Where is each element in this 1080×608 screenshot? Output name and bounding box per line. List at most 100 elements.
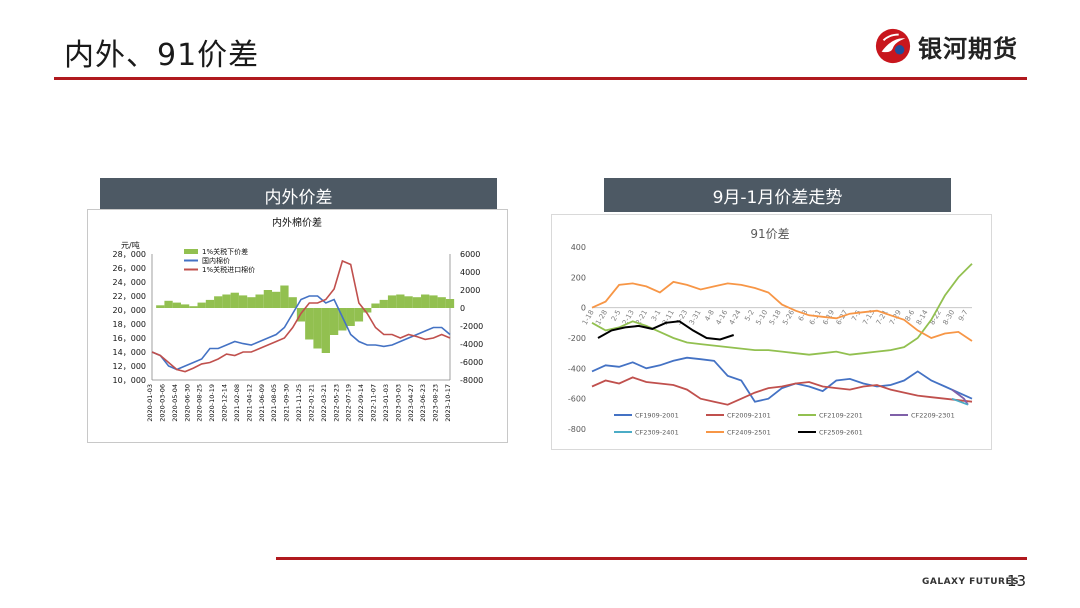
x-tick-label: 2023-08-23 <box>432 384 440 422</box>
x-tick-label: 6-11 <box>808 309 823 327</box>
legend-swatch <box>184 249 198 254</box>
y-left-tick-label: 16，000 <box>113 334 146 343</box>
x-tick-label: 2021-02-08 <box>233 384 241 422</box>
spread-area-bar <box>263 290 273 308</box>
spread-area-bar <box>379 299 388 308</box>
series-line-2 <box>591 376 973 406</box>
legend-label: CF2209-2301 <box>911 412 955 420</box>
x-tick-label: 9-7 <box>957 309 970 323</box>
spread-area-bar <box>205 299 215 308</box>
legend-label: CF1909-2001 <box>635 412 679 420</box>
header-rule <box>54 77 1027 80</box>
y-tick-label: -400 <box>568 364 586 373</box>
x-tick-label: 2020-10-19 <box>208 384 216 422</box>
x-tick-label: 2020-08-25 <box>196 384 204 422</box>
page-number: 13 <box>1007 572 1027 590</box>
series-line-2 <box>151 295 451 371</box>
x-tick-label: 2023-10-17 <box>444 384 452 422</box>
x-tick-label: 5-10 <box>755 309 770 327</box>
spread-area-bar <box>280 285 289 308</box>
spread-area-bar <box>412 297 422 308</box>
x-tick-label: 2022-09-14 <box>357 384 365 422</box>
series-line-4 <box>951 388 969 406</box>
x-tick-label: 7-5 <box>850 309 863 323</box>
y-right-tick-label: 0 <box>460 304 465 313</box>
spread-area-bar <box>214 296 223 308</box>
x-tick-label: 5-2 <box>743 309 756 323</box>
legend-label: 国内棉价 <box>202 256 230 265</box>
spread-area-bar <box>313 308 322 349</box>
x-tick-label: 3-31 <box>688 309 703 327</box>
x-tick-label: 4-24 <box>728 308 743 326</box>
x-tick-label: 2022-07-19 <box>345 384 353 422</box>
spread-area-bar <box>238 295 248 308</box>
y-left-tick-label: 10，000 <box>113 376 146 385</box>
y-left-tick-label: 18，000 <box>113 320 146 329</box>
y-tick-label: -800 <box>568 425 586 434</box>
series-line-7 <box>597 320 735 341</box>
spread-area-bar <box>321 308 330 353</box>
chart-title: 内外棉价差 <box>272 216 322 229</box>
y-right-tick-label: -8000 <box>460 376 483 385</box>
y-left-tick-label: 14，000 <box>113 348 146 357</box>
left-panel-header: 内外价差 <box>100 178 497 212</box>
spread-area-bar <box>164 300 173 308</box>
right-chart: 91价差 400 200 0 -200 -400 -600 -800 1-18 1-28 2-5 2-… <box>551 214 992 450</box>
x-tick-label: 2021-06-09 <box>258 384 266 422</box>
series-line-3 <box>591 263 973 356</box>
x-tick-label: 2021-11-25 <box>295 384 303 422</box>
series-line-6 <box>591 280 973 342</box>
y-left-tick-label: 26，000 <box>113 264 146 273</box>
spread-area-bar <box>338 308 347 331</box>
x-tick-label: 4-8 <box>703 309 716 323</box>
series-line-3 <box>151 259 451 373</box>
footer-brand: GALAXY FUTURES <box>922 577 1020 587</box>
x-tick-label: 2-5 <box>610 309 623 323</box>
series-line-5 <box>951 397 969 406</box>
y-tick-label: -600 <box>568 395 586 404</box>
legend-label: CF2409-2501 <box>727 429 771 437</box>
right-panel-header: 9月-1月价差走势 <box>604 178 951 212</box>
x-tick-label: 2023-01-03 <box>382 384 390 422</box>
spread-area-bar <box>180 304 190 308</box>
y-tick-label: 200 <box>571 273 586 282</box>
y-right-tick-label: -2000 <box>460 322 483 331</box>
x-tick-label: 2022-05-23 <box>332 384 340 422</box>
legend-label: CF2009-2101 <box>727 412 771 420</box>
y-axis-unit: 元/吨 <box>121 240 140 250</box>
legend-label: CF2509-2601 <box>819 429 863 437</box>
legend-label: CF2309-2401 <box>635 429 679 437</box>
x-tick-label: 2020-06-30 <box>183 384 191 422</box>
x-tick-label: 2020-03-06 <box>158 384 166 422</box>
x-tick-label: 2022-11-07 <box>370 384 378 422</box>
spread-area-bar <box>371 303 380 308</box>
spread-area-bar <box>396 294 405 308</box>
y-left-tick-label: 24，000 <box>113 278 146 287</box>
spread-area-bar <box>172 302 181 308</box>
x-tick-label: 2022-01-21 <box>307 384 315 422</box>
y-tick-label: 0 <box>581 304 586 313</box>
logo-text: 银河期货 <box>918 34 1018 63</box>
spread-area-bar <box>197 302 206 308</box>
chart-title: 91价差 <box>750 227 789 241</box>
x-tick-label: 8-30 <box>942 309 957 327</box>
y-right-tick-label: 6000 <box>460 250 480 259</box>
spread-area-bar <box>255 294 264 308</box>
spread-area-bar <box>329 308 339 335</box>
spread-area-bar <box>305 308 314 340</box>
x-tick-label: 2022-03-21 <box>320 384 328 422</box>
legend-label: CF2109-2201 <box>819 412 863 420</box>
spread-area-bar <box>363 308 372 313</box>
y-left-tick-label: 12，000 <box>113 362 146 371</box>
spread-area-bar <box>222 294 231 308</box>
spread-area-bar <box>404 296 413 308</box>
y-tick-label: -200 <box>568 334 586 343</box>
x-tick-label: 2021-04-12 <box>245 384 253 422</box>
spread-area-bar <box>230 292 239 308</box>
x-tick-label: 2020-12-14 <box>221 384 229 422</box>
y-right-tick-label: -6000 <box>460 358 483 367</box>
x-tick-label: 3-1 <box>650 309 663 323</box>
x-tick-label: 2020-05-04 <box>171 384 179 422</box>
galaxy-logo-icon <box>875 28 911 64</box>
left-chart: 内外棉价差元/吨 10，000 12，000 14，000 16，000 18，000 20… <box>87 209 508 443</box>
